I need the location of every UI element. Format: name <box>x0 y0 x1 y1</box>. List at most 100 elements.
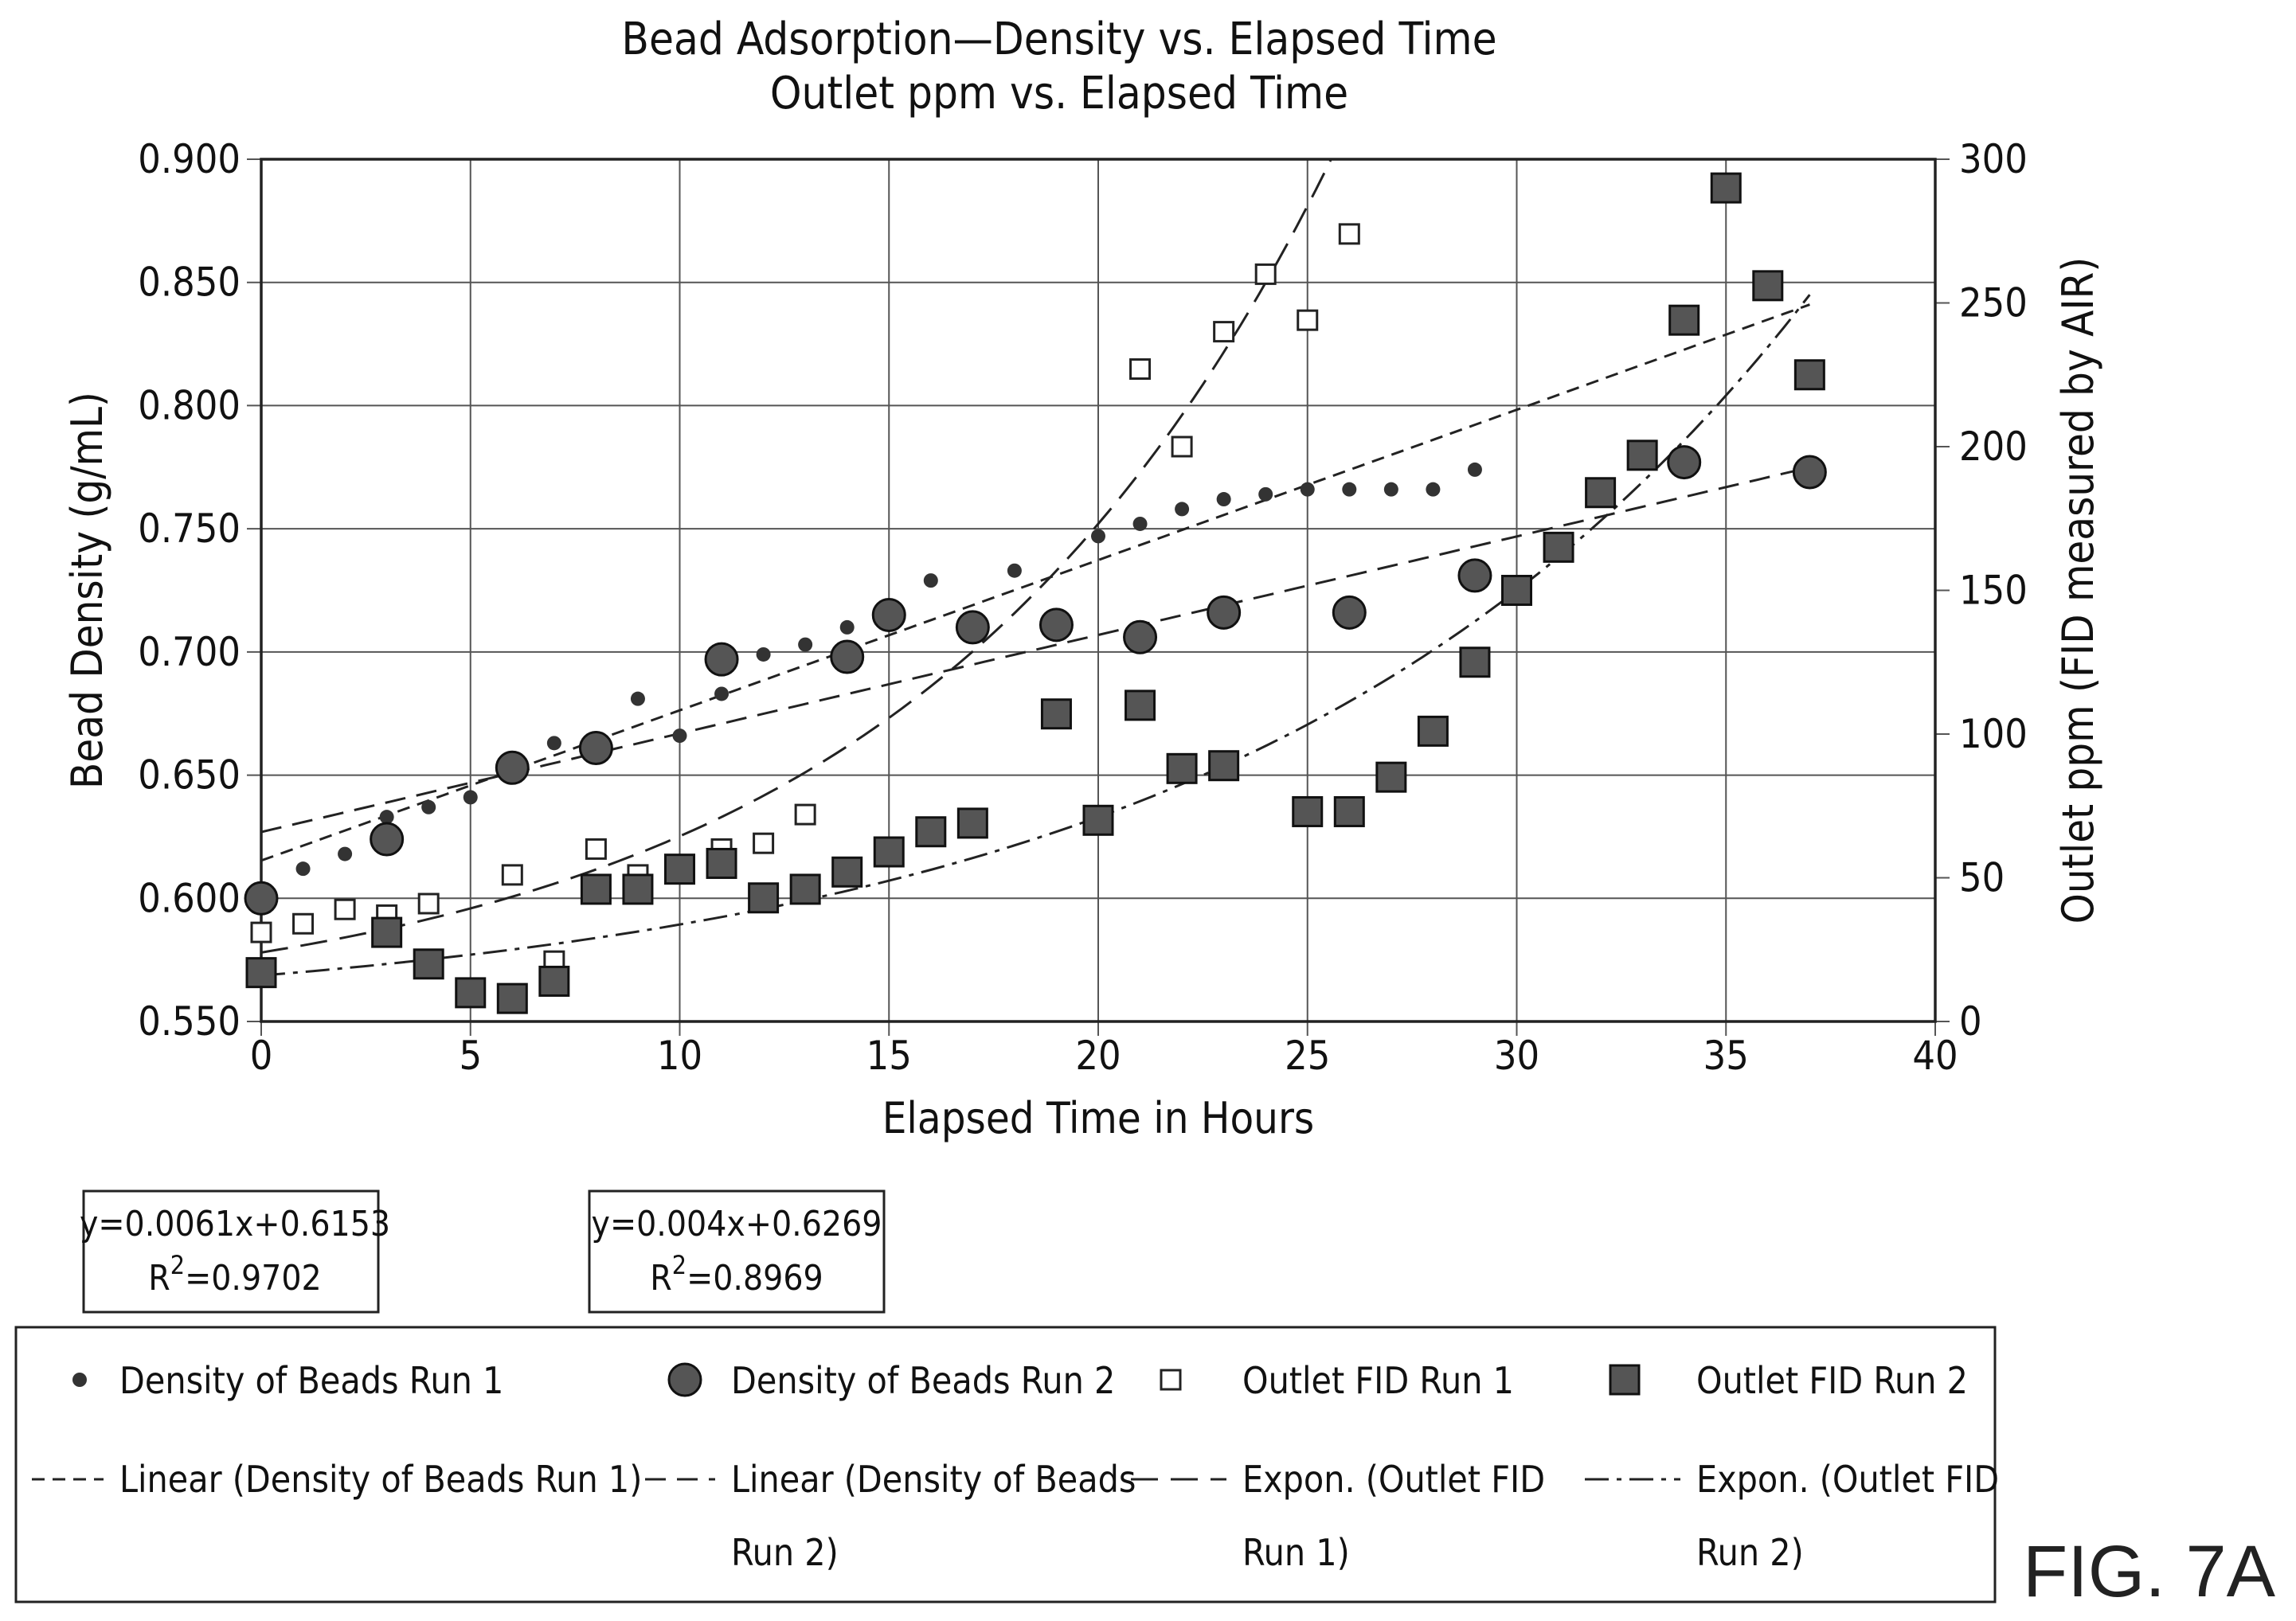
x-tick-label: 35 <box>1703 1033 1749 1079</box>
data-point-small-dot <box>630 691 645 706</box>
legend-marker-small-dot <box>72 1373 87 1387</box>
data-point-filled-square <box>873 836 905 868</box>
data-point-large-circle <box>578 731 613 766</box>
data-point-filled-square <box>664 853 695 885</box>
data-point-large-circle <box>1332 595 1367 630</box>
data-point-small-dot <box>1175 502 1190 517</box>
legend-marker-filled-square <box>1609 1364 1641 1396</box>
legend-label: Density of Beads Run 1 <box>119 1359 503 1402</box>
legend-label: Density of Beads Run 2 <box>731 1359 1115 1402</box>
x-tick-labels: 0 5 10 15 20 25 30 35 40 <box>250 1033 1958 1079</box>
legend-label: Expon. (Outlet FID <box>1696 1458 1999 1501</box>
data-point-filled-square <box>831 856 863 888</box>
data-point-open-square <box>1297 309 1319 331</box>
y-tick-label: 0.600 <box>138 875 241 921</box>
y-tick-labels: 0.550 0.600 0.650 0.700 0.750 0.800 0.850 0.900 <box>138 136 241 1045</box>
y2-axis-label: Outlet ppm (FID measured by AIR) <box>2053 257 2103 924</box>
data-point-filled-square <box>496 982 528 1014</box>
data-point-large-circle <box>1123 619 1158 654</box>
equation-text: y=0.004x+0.6269 <box>592 1204 882 1244</box>
data-point-filled-square <box>1333 795 1365 827</box>
data-point-filled-square <box>1082 804 1114 836</box>
legend-label: Linear (Density of Beads <box>731 1458 1136 1501</box>
legend-label: Linear (Density of Beads Run 1) <box>119 1458 642 1501</box>
data-point-large-circle <box>830 639 865 674</box>
data-point-filled-square <box>1417 715 1449 747</box>
legend-box <box>14 1326 1997 1603</box>
y-axis-label: Bead Density (g/mL) <box>62 392 112 789</box>
data-point-large-circle <box>871 597 906 632</box>
trendline <box>261 159 1333 954</box>
data-point-filled-square <box>413 948 444 980</box>
r-squared-label: R <box>650 1258 672 1299</box>
r-squared-text: R2=0.9702 <box>148 1250 321 1299</box>
legend-label: Outlet FID Run 2 <box>1696 1359 1968 1402</box>
y-tick-label: 0.900 <box>138 136 241 182</box>
data-point-small-dot <box>546 736 561 751</box>
legend-label: Run 2) <box>1696 1531 1804 1574</box>
y2-tick-label: 0 <box>1959 998 1982 1045</box>
y2-tick-label: 300 <box>1959 136 2028 182</box>
data-point-open-square <box>250 921 272 943</box>
legend: Density of Beads Run 1 Density of Beads R… <box>14 1326 1999 1603</box>
data-point-filled-square <box>1292 795 1324 827</box>
x-tick-label: 0 <box>250 1033 273 1079</box>
data-point-filled-square <box>1585 477 1617 509</box>
data-point-filled-square <box>1501 575 1532 606</box>
data-point-large-circle <box>1207 595 1242 630</box>
data-point-small-dot <box>1467 462 1482 477</box>
data-point-open-square <box>417 893 440 915</box>
data-point-small-dot <box>379 810 394 825</box>
data-point-small-dot <box>798 637 813 652</box>
data-point-open-square <box>1254 263 1277 285</box>
legend-marker-open-square <box>1160 1369 1182 1391</box>
data-point-filled-square <box>1626 439 1658 471</box>
data-point-filled-square <box>538 965 570 997</box>
data-point-small-dot <box>1216 492 1231 507</box>
data-point-large-circle <box>1792 455 1827 490</box>
data-point-large-circle <box>495 750 530 785</box>
y-tick-label: 0.650 <box>138 752 241 799</box>
gridlines <box>247 158 1950 1036</box>
data-point-small-dot <box>756 646 771 662</box>
data-point-filled-square <box>1710 172 1742 204</box>
chart-title-line: Outlet ppm vs. Elapsed Time <box>770 68 1348 119</box>
y-tick-label: 0.850 <box>138 260 241 306</box>
data-point-filled-square <box>1166 752 1198 784</box>
y2-tick-label: 150 <box>1959 568 2028 614</box>
equation-box <box>588 1189 886 1314</box>
x-tick-label: 30 <box>1494 1033 1539 1079</box>
data-point-filled-square <box>748 882 780 914</box>
data-point-open-square <box>1213 321 1235 343</box>
data-point-small-dot <box>1007 563 1022 578</box>
data-point-large-circle <box>244 881 279 916</box>
y2-tick-label: 200 <box>1959 424 2028 470</box>
y-tick-label: 0.550 <box>138 998 241 1045</box>
data-point-filled-square <box>622 873 654 905</box>
data-point-open-square <box>753 832 775 854</box>
y-tick-label: 0.750 <box>138 506 241 552</box>
data-point-open-square <box>334 898 356 920</box>
x-tick-label: 5 <box>459 1033 482 1079</box>
x-tick-label: 25 <box>1285 1033 1330 1079</box>
data-point-small-dot <box>1132 516 1148 531</box>
trendline-equations: y=0.0061x+0.6153R2=0.9702y=0.004x+0.6269… <box>80 1189 886 1314</box>
data-point-filled-square <box>455 977 487 1009</box>
data-point-filled-square <box>1668 304 1700 336</box>
data-point-open-square <box>501 864 523 886</box>
y-tick-label: 0.700 <box>138 629 241 675</box>
data-point-filled-square <box>245 957 277 989</box>
plot-area-frame <box>260 158 1937 1023</box>
data-point-large-circle <box>1038 607 1074 643</box>
data-point-large-circle <box>704 642 739 677</box>
data-point-small-dot <box>295 861 311 877</box>
x-axis-label: Elapsed Time in Hours <box>882 1093 1315 1143</box>
data-point-small-dot <box>714 686 729 701</box>
data-point-filled-square <box>956 807 988 839</box>
data-point-filled-square <box>580 873 612 905</box>
trendline <box>261 466 1810 834</box>
data-point-filled-square <box>1793 359 1825 391</box>
chart-title-line: Bead Adsorption—Density vs. Elapsed Time <box>621 14 1496 65</box>
data-point-small-dot <box>1342 482 1357 497</box>
